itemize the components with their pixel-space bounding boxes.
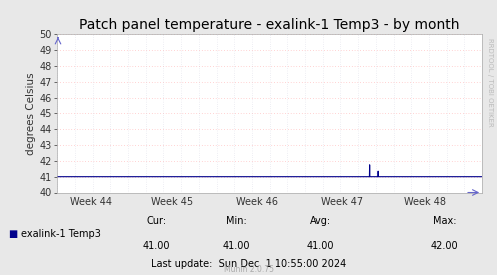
Text: Max:: Max: (433, 216, 457, 226)
Text: 41.00: 41.00 (222, 241, 250, 251)
Text: 41.00: 41.00 (143, 241, 170, 251)
Text: exalink-1 Temp3: exalink-1 Temp3 (21, 229, 101, 239)
Text: ■: ■ (8, 229, 18, 239)
Text: Munin 2.0.75: Munin 2.0.75 (224, 265, 273, 274)
Text: 42.00: 42.00 (431, 241, 459, 251)
Text: Min:: Min: (226, 216, 247, 226)
Text: Avg:: Avg: (310, 216, 331, 226)
Text: Cur:: Cur: (147, 216, 166, 226)
Text: Last update:  Sun Dec  1 10:55:00 2024: Last update: Sun Dec 1 10:55:00 2024 (151, 259, 346, 269)
Text: 41.00: 41.00 (307, 241, 334, 251)
Title: Patch panel temperature - exalink-1 Temp3 - by month: Patch panel temperature - exalink-1 Temp… (80, 18, 460, 32)
Y-axis label: degrees Celsius: degrees Celsius (26, 72, 36, 155)
Text: RRDTOOL / TOBI OETIKER: RRDTOOL / TOBI OETIKER (487, 39, 493, 127)
